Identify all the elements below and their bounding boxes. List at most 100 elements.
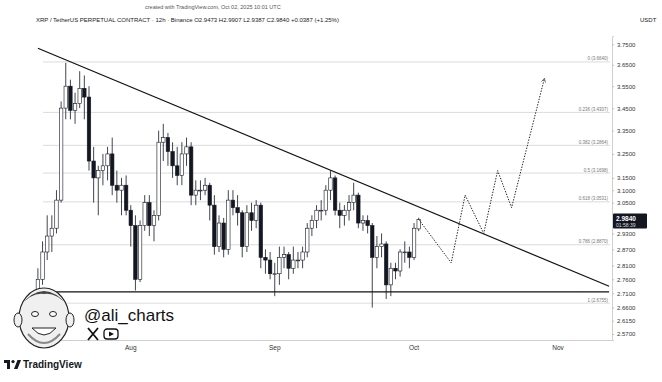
y-tick: 2.8700 <box>612 247 636 253</box>
x-tick: Sep <box>269 340 281 352</box>
y-tick: 3.6500 <box>612 62 636 68</box>
y-tick-mark <box>612 233 614 234</box>
y-tick-label: 3.7500 <box>617 42 636 48</box>
candle-body <box>315 210 318 220</box>
face-eye <box>50 312 57 317</box>
logo-mark <box>11 360 14 363</box>
y-tick-mark <box>612 279 614 280</box>
candle-body <box>59 108 62 200</box>
candle-body <box>403 251 406 253</box>
candle-body <box>87 97 90 161</box>
y-tick: 3.3500 <box>612 128 636 134</box>
candle-body <box>264 257 267 260</box>
candle-body <box>50 228 53 236</box>
candle-body <box>343 210 346 215</box>
candle-body <box>129 210 132 225</box>
play-icon <box>109 332 114 337</box>
chart-svg: created with TradingView.com, Oct 02, 20… <box>0 0 662 382</box>
candle-body <box>389 268 392 285</box>
y-tick: 3.1000 <box>612 188 636 194</box>
play-icon-frame <box>104 329 118 339</box>
candle-body <box>227 200 230 249</box>
y-tick: 3.1500 <box>612 175 636 181</box>
candle-body <box>352 195 355 203</box>
candle-body <box>347 203 350 211</box>
candle-body <box>412 228 415 257</box>
y-tick-label: 2.8100 <box>617 263 636 269</box>
y-tick-label: 3.2500 <box>617 151 636 157</box>
y-tick-mark <box>612 293 614 294</box>
fib-level-label: 1 (2.6755) <box>587 298 608 303</box>
face-ear <box>66 313 74 327</box>
candle-body <box>394 268 397 271</box>
candle-body <box>282 255 285 258</box>
y-tick: 2.5700 <box>612 331 636 337</box>
trendline <box>38 48 609 286</box>
x-tick-label: Nov <box>552 344 564 351</box>
candle-body <box>148 203 151 226</box>
y-tick-mark <box>612 178 614 179</box>
candle-body <box>310 220 313 228</box>
candle-body <box>333 178 336 210</box>
candle-body <box>203 185 206 190</box>
countdown-label: 01:58:39 <box>616 222 636 228</box>
y-tick-mark <box>612 266 614 267</box>
candle-body <box>171 152 174 166</box>
background <box>0 0 662 382</box>
x-icon <box>88 328 98 340</box>
candle-body <box>175 166 178 176</box>
y-tick: 2.8100 <box>612 263 636 269</box>
y-tick-label: 3.1000 <box>617 188 636 194</box>
y-tick-mark <box>612 308 614 309</box>
fib-level-line <box>43 244 610 245</box>
candle-body <box>110 154 113 185</box>
candle-body <box>408 252 411 257</box>
candle-body <box>124 185 127 210</box>
candle-body <box>361 220 364 223</box>
y-tick-mark <box>612 108 614 109</box>
candle-body <box>375 247 378 258</box>
x-tick: Nov <box>552 340 564 351</box>
candle-body <box>296 260 299 262</box>
candle-body <box>250 213 253 221</box>
candle-body <box>134 226 137 280</box>
y-axis: 3.75003.65003.55003.45003.35003.25003.15… <box>612 37 636 341</box>
y-tick: 3.4500 <box>612 106 636 112</box>
candle-body <box>83 88 86 97</box>
subtitle: created with TradingView.com, Oct 02, 20… <box>145 4 281 10</box>
candle-body <box>152 215 155 225</box>
candle-body <box>306 228 309 252</box>
candle-body <box>245 213 248 247</box>
y-tick-label: 2.5700 <box>617 331 636 337</box>
logo <box>4 360 21 369</box>
x-tick: Oct <box>409 340 419 351</box>
candle-body <box>268 260 271 274</box>
candle-body <box>106 154 109 166</box>
x-tick-label: Oct <box>409 344 419 351</box>
candle-body <box>254 205 257 220</box>
face-hair <box>20 291 68 306</box>
fib-level-label: 0.786 (2.8870) <box>579 239 609 244</box>
y-tick-label: 2.6150 <box>617 318 636 324</box>
candle-body <box>73 104 76 111</box>
candle-wick <box>274 263 275 296</box>
y-tick-label: 3.3500 <box>617 128 636 134</box>
candle-body <box>417 219 420 228</box>
y-tick-label: 2.7600 <box>617 277 636 283</box>
y-axis-unit: USDT <box>640 17 657 23</box>
y-tick-mark <box>612 334 614 335</box>
candle-body <box>199 190 202 192</box>
candle-body <box>189 147 192 195</box>
fib-level-label: 0 (3.6640) <box>587 56 608 61</box>
candle-body <box>162 138 165 143</box>
y-tick-mark <box>612 154 614 155</box>
candle-body <box>41 252 44 279</box>
candle-body <box>366 220 369 225</box>
watermark-face <box>14 288 74 348</box>
fib-level-line <box>43 61 610 62</box>
y-tick-mark <box>612 44 614 45</box>
y-tick-mark <box>612 249 614 250</box>
logo-mark <box>4 360 10 369</box>
y-tick: 2.7100 <box>612 291 636 297</box>
candle-body <box>55 200 58 228</box>
